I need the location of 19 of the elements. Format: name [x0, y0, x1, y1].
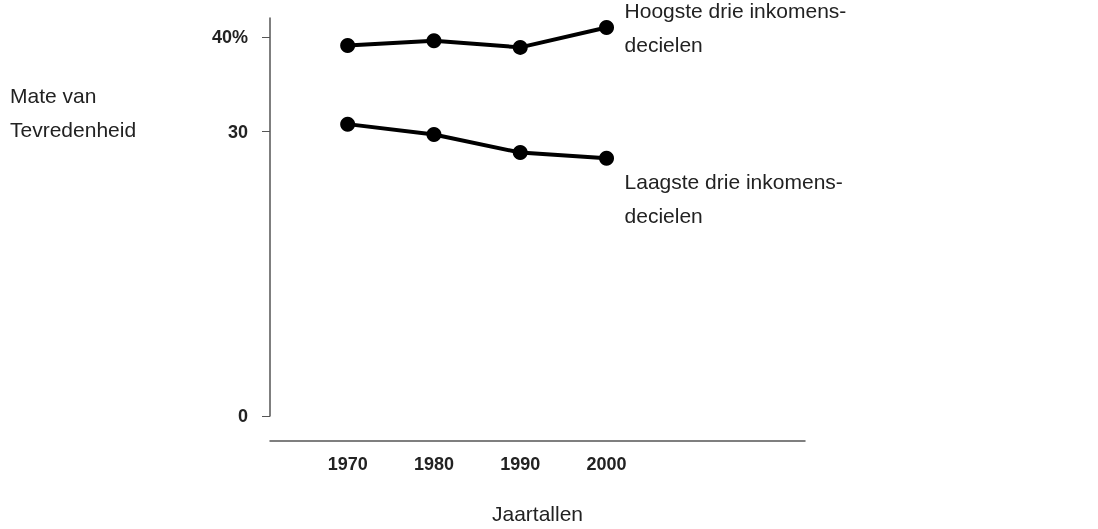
x-tick-label: 2000: [586, 454, 627, 474]
point: [512, 39, 528, 55]
point: [340, 116, 356, 132]
series-label: Laagste drie inkomens- decielen: [624, 169, 843, 227]
y-tick-label: 0: [237, 406, 248, 426]
point: [599, 150, 615, 166]
series-label: Hoogste drie inkomens- decielen: [624, 0, 847, 56]
point: [426, 127, 442, 143]
point: [599, 19, 615, 35]
point: [426, 33, 442, 49]
x-tick-label: 1980: [413, 454, 454, 474]
point: [512, 145, 528, 161]
x-axis-title: Jaartallen: [491, 502, 584, 525]
y-axis-title: Mate van Tevredenheid: [10, 83, 137, 141]
x-tick-label: 1970: [327, 454, 368, 474]
y-tick-label: 30: [227, 121, 248, 142]
y-tick-label: 40%: [211, 26, 248, 47]
point: [340, 37, 356, 53]
x-tick-label: 1990: [500, 454, 541, 474]
